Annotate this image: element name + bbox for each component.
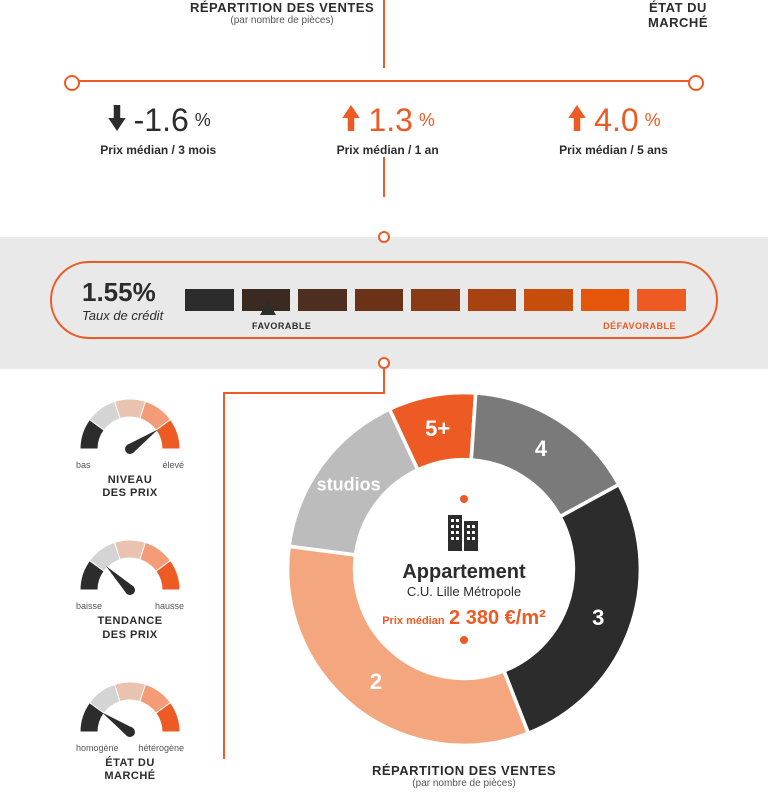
credit-bar-segment bbox=[468, 289, 517, 311]
trend-percent: % bbox=[195, 110, 211, 131]
trends-row: -1.6% Prix médian / 3 mois 1.3% Prix médian… bbox=[0, 102, 768, 157]
accent-dot-icon bbox=[460, 636, 468, 644]
credit-rate: 1.55% bbox=[82, 277, 163, 308]
top-left-sub: (par nombre de pièces) bbox=[190, 15, 374, 26]
credit-bar-segment bbox=[581, 289, 630, 311]
donut-subtitle: (par nombre de pièces) bbox=[372, 778, 556, 789]
trend-value: 4.0 bbox=[594, 102, 638, 139]
top-left-title: RÉPARTITION DES VENTES bbox=[190, 0, 374, 15]
credit-pill: 1.55% Taux de crédit FAVORABLE DÉFAVORAB… bbox=[50, 261, 718, 339]
credit-bar-segment bbox=[355, 289, 404, 311]
trend-value: -1.6 bbox=[134, 102, 189, 139]
donut-segment-label: 5+ bbox=[425, 416, 450, 442]
donut-center: Appartement C.U. Lille Métropole Prix mé… bbox=[284, 389, 644, 749]
gauge-left-label: bas bbox=[76, 460, 91, 470]
trend-divider bbox=[70, 80, 698, 82]
gauge-title: TENDANCEDES PRIX bbox=[70, 615, 190, 641]
lower-section: bas élevé NIVEAUDES PRIX baisse hausse TENDAN… bbox=[0, 369, 768, 809]
gauge: homogène hétérogène ÉTAT DUMARCHÉ bbox=[70, 672, 190, 783]
donut-price-label: Prix médian bbox=[382, 615, 444, 627]
gauge-title: ÉTAT DUMARCHÉ bbox=[70, 757, 190, 783]
donut-segment-label: 3 bbox=[592, 605, 604, 631]
trend-arrow-icon bbox=[566, 102, 588, 139]
top-right-title2: MARCHÉ bbox=[648, 15, 708, 30]
credit-favorable-label: FAVORABLE bbox=[252, 321, 311, 331]
connector-dot-credit-top bbox=[378, 231, 390, 243]
credit-pointer-icon bbox=[260, 301, 276, 315]
trend-percent: % bbox=[419, 110, 435, 131]
donut-title: RÉPARTITION DES VENTES bbox=[372, 763, 556, 778]
credit-bar-segment bbox=[524, 289, 573, 311]
donut-wrap: Appartement C.U. Lille Métropole Prix mé… bbox=[210, 389, 718, 789]
trend-percent: % bbox=[645, 110, 661, 131]
trend-label: Prix médian / 5 ans bbox=[559, 143, 668, 157]
building-icon bbox=[440, 507, 488, 555]
gauge-right-label: hausse bbox=[155, 601, 184, 611]
trend-item: -1.6% Prix médian / 3 mois bbox=[100, 102, 216, 157]
credit-bar-segment bbox=[637, 289, 686, 311]
trend-label: Prix médian / 3 mois bbox=[100, 143, 216, 157]
accent-dot-icon bbox=[460, 495, 468, 503]
gauge-right-label: élevé bbox=[162, 460, 184, 470]
trend-item: 1.3% Prix médian / 1 an bbox=[337, 102, 439, 157]
donut-chart: Appartement C.U. Lille Métropole Prix mé… bbox=[284, 389, 644, 749]
donut-center-sub: C.U. Lille Métropole bbox=[407, 584, 521, 599]
credit-band: 1.55% Taux de crédit FAVORABLE DÉFAVORAB… bbox=[0, 237, 768, 369]
credit-bar-segment bbox=[298, 289, 347, 311]
donut-segment-label: studios bbox=[317, 474, 381, 495]
trend-arrow-icon bbox=[106, 102, 128, 139]
gauges-column: bas élevé NIVEAUDES PRIX baisse hausse TENDAN… bbox=[50, 389, 210, 789]
donut-price: 2 380 €/m² bbox=[449, 607, 546, 629]
donut-segment-label: 2 bbox=[370, 669, 382, 695]
donut-center-title: Appartement bbox=[402, 561, 525, 584]
connector-vertical-mid bbox=[383, 157, 385, 197]
trend-item: 4.0% Prix médian / 5 ans bbox=[559, 102, 668, 157]
connector-vertical-top bbox=[383, 0, 385, 68]
credit-bar-segment bbox=[185, 289, 234, 311]
gauge: bas élevé NIVEAUDES PRIX bbox=[70, 389, 190, 500]
trend-label: Prix médian / 1 an bbox=[337, 143, 439, 157]
connector-dot-credit-bottom bbox=[378, 357, 390, 369]
credit-label: Taux de crédit bbox=[82, 308, 163, 323]
gauge: baisse hausse TENDANCEDES PRIX bbox=[70, 530, 190, 641]
gauge-left-label: homogène bbox=[76, 743, 119, 753]
gauge-title: NIVEAUDES PRIX bbox=[70, 474, 190, 500]
credit-defavorable-label: DÉFAVORABLE bbox=[603, 321, 676, 331]
gauge-right-label: hétérogène bbox=[138, 743, 184, 753]
donut-segment-label: 4 bbox=[535, 436, 547, 462]
credit-bar-segment bbox=[411, 289, 460, 311]
gauge-left-label: baisse bbox=[76, 601, 102, 611]
top-right-title1: ÉTAT DU bbox=[648, 0, 708, 15]
trend-value: 1.3 bbox=[368, 102, 412, 139]
trend-arrow-icon bbox=[340, 102, 362, 139]
